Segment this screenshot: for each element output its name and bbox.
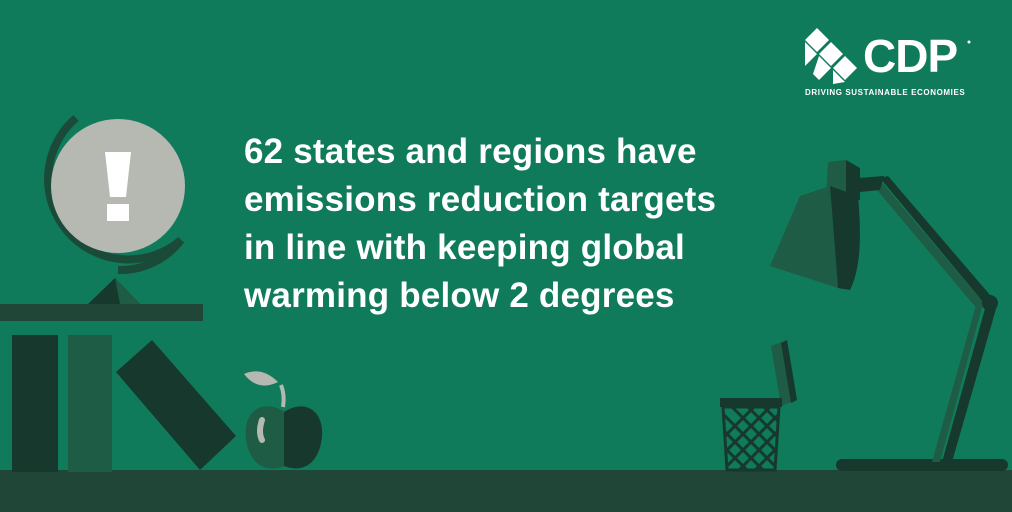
lamp-shade-light	[770, 186, 838, 288]
apple-stem	[279, 384, 286, 408]
globe-ring	[44, 114, 184, 264]
headline: 62 states and regions have emissions red…	[244, 128, 804, 320]
lamp-base	[836, 459, 1008, 471]
cdp-logo[interactable]: CDP DRIVING SUSTAINABLE ECONOMIES	[803, 28, 973, 100]
headline-line-1: 62 states and regions have	[244, 132, 697, 171]
lamp-shade-dark	[830, 186, 860, 290]
pencil-cup-icon	[720, 340, 797, 472]
apple-highlight	[257, 417, 265, 443]
headline-line-3: in line with keeping global	[244, 228, 685, 267]
books-icon	[0, 304, 236, 472]
lamp-upper-arm	[880, 176, 996, 308]
shelf	[0, 304, 203, 321]
book-2	[68, 335, 112, 472]
globe-alert-icon	[44, 114, 185, 304]
cup-rim	[720, 398, 782, 407]
apple-leaf	[244, 371, 278, 386]
logo-wordmark: CDP	[863, 30, 958, 82]
book-leaning	[116, 340, 236, 470]
logo-tagline: DRIVING SUSTAINABLE ECONOMIES	[805, 88, 966, 97]
floor-strip	[0, 470, 1012, 512]
apple-icon	[244, 371, 323, 469]
book-1	[12, 335, 58, 472]
lamp-joint	[982, 295, 998, 311]
headline-line-4: warming below 2 degrees	[244, 276, 675, 315]
cdp-logo-mark-icon	[805, 28, 857, 84]
lamp-lower-arm	[942, 298, 998, 462]
desk-lamp-icon	[770, 160, 1008, 471]
exclamation-icon	[105, 152, 131, 221]
headline-line-2: emissions reduction targets	[244, 180, 717, 219]
trademark-mark	[967, 40, 971, 44]
